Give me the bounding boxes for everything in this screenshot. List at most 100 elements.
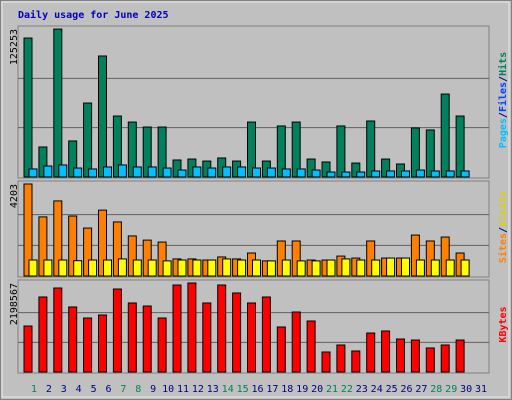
bar: [232, 292, 242, 373]
bar: [366, 240, 376, 277]
bar: [112, 221, 122, 277]
x-tick-label: 14: [222, 384, 234, 395]
bar: [88, 168, 98, 178]
x-tick-label: 23: [356, 384, 368, 395]
legend-entry: KBytes: [498, 306, 509, 342]
bar: [132, 166, 142, 178]
legend: KBytes: [498, 306, 509, 342]
bar: [38, 146, 48, 178]
bar: [366, 120, 376, 178]
y-tick-label: 125253: [9, 29, 20, 65]
x-tick-label: 18: [281, 384, 293, 395]
x-tick-label: 22: [341, 384, 353, 395]
x-tick-label: 11: [177, 384, 189, 395]
bar: [117, 258, 127, 277]
bar: [291, 121, 301, 178]
bar: [336, 125, 346, 178]
x-tick-label: 7: [120, 384, 126, 395]
bar: [142, 305, 152, 373]
bar: [187, 282, 197, 373]
bar: [23, 325, 33, 373]
bar: [306, 320, 316, 373]
bar: [83, 317, 93, 373]
x-tick-label: 17: [266, 384, 278, 395]
legend-sep: /: [498, 227, 509, 233]
bar: [440, 236, 450, 277]
bar: [321, 161, 331, 178]
bar: [98, 314, 107, 373]
bar: [58, 259, 68, 277]
bar: [98, 55, 107, 178]
x-tick-label: 2: [46, 384, 52, 395]
bar: [252, 167, 261, 178]
bar: [351, 350, 361, 373]
bar: [401, 257, 410, 277]
bar: [237, 259, 247, 277]
bar: [291, 311, 301, 373]
bar: [88, 259, 98, 277]
x-tick-label: 6: [105, 384, 111, 395]
bar: [112, 288, 122, 373]
bar: [252, 259, 261, 277]
chart-title: Daily usage for June 2025: [18, 9, 169, 21]
bar: [410, 234, 420, 277]
bar: [73, 167, 83, 178]
x-tick-label: 9: [150, 384, 156, 395]
x-tick-label: 3: [61, 384, 67, 395]
x-tick-label: 30: [460, 384, 472, 395]
bar: [192, 166, 202, 178]
bar: [440, 344, 450, 373]
bar: [53, 287, 63, 373]
x-tick-label: 5: [91, 384, 97, 395]
bar: [266, 260, 276, 277]
bar: [38, 296, 48, 373]
bar: [222, 166, 232, 178]
bar: [68, 215, 78, 277]
y-tick-label: 4203: [9, 184, 20, 208]
bar: [425, 129, 435, 178]
x-tick-label: 20: [311, 384, 323, 395]
bar: [68, 306, 78, 373]
bar: [460, 170, 470, 178]
bar: [237, 166, 247, 178]
bar: [43, 259, 53, 277]
bar: [326, 171, 336, 178]
bar: [445, 170, 455, 178]
bar: [83, 227, 93, 277]
bar: [162, 167, 172, 178]
bar: [381, 330, 391, 373]
legend-entry: Sites: [497, 233, 509, 263]
bar: [341, 258, 351, 277]
bar: [247, 302, 256, 373]
bar: [415, 259, 425, 277]
bar: [98, 209, 107, 277]
bar: [217, 284, 227, 373]
bar: [58, 164, 68, 178]
bar: [53, 28, 63, 178]
bar: [396, 338, 405, 373]
bar: [177, 259, 187, 277]
bar: [311, 260, 321, 277]
bar: [117, 164, 127, 178]
bar: [356, 171, 366, 178]
x-tick-label: 13: [207, 384, 219, 395]
bar: [28, 168, 38, 178]
bar: [306, 158, 316, 178]
bar: [415, 169, 425, 178]
bar: [351, 162, 361, 178]
bar: [356, 259, 366, 277]
x-tick-label: 4: [76, 384, 82, 395]
bar: [410, 127, 420, 178]
bar: [460, 259, 470, 277]
bar: [147, 166, 157, 178]
bar: [247, 121, 256, 178]
bar: [157, 317, 167, 373]
bar: [103, 259, 112, 277]
x-tick-label: 19: [296, 384, 308, 395]
bar: [261, 296, 271, 373]
x-tick-label: 28: [430, 384, 442, 395]
bar: [296, 260, 306, 277]
